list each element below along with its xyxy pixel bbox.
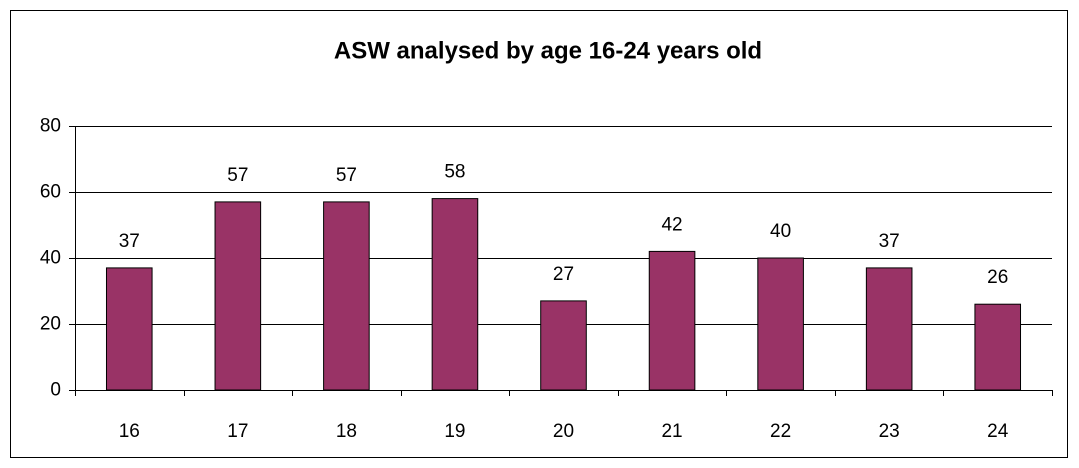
bar bbox=[648, 250, 696, 391]
x-tick-label: 17 bbox=[227, 421, 248, 442]
x-tick-label: 18 bbox=[336, 421, 357, 442]
x-tick-label: 23 bbox=[879, 421, 900, 442]
y-tick-label: 40 bbox=[40, 248, 61, 269]
data-label: 27 bbox=[553, 264, 574, 285]
bar bbox=[540, 300, 587, 391]
bar bbox=[974, 303, 1022, 391]
data-label: 57 bbox=[336, 165, 357, 186]
data-label: 42 bbox=[661, 214, 682, 235]
data-label: 40 bbox=[770, 221, 791, 242]
x-tick-label: 24 bbox=[987, 421, 1009, 442]
bar bbox=[105, 267, 153, 391]
x-tick-label: 22 bbox=[770, 421, 791, 442]
x-tick-label: 21 bbox=[661, 421, 682, 442]
y-tick-label: 20 bbox=[40, 314, 61, 335]
x-tick-label: 19 bbox=[444, 421, 465, 442]
data-label: 26 bbox=[987, 267, 1008, 288]
data-label: 57 bbox=[227, 165, 248, 186]
bar bbox=[431, 198, 479, 391]
y-tick-label: 80 bbox=[40, 116, 61, 137]
bar bbox=[323, 201, 370, 391]
data-label: 58 bbox=[444, 162, 465, 183]
y-tick-label: 60 bbox=[40, 182, 61, 203]
bar bbox=[865, 267, 913, 391]
data-label: 37 bbox=[879, 231, 900, 252]
y-tick-label: 0 bbox=[50, 380, 61, 401]
x-tick-label: 16 bbox=[119, 421, 140, 442]
data-label: 37 bbox=[119, 231, 140, 252]
chart-title: ASW analysed by age 16-24 years old bbox=[334, 37, 762, 64]
bar bbox=[214, 201, 262, 391]
bar bbox=[757, 257, 804, 391]
x-tick-label: 20 bbox=[553, 421, 574, 442]
